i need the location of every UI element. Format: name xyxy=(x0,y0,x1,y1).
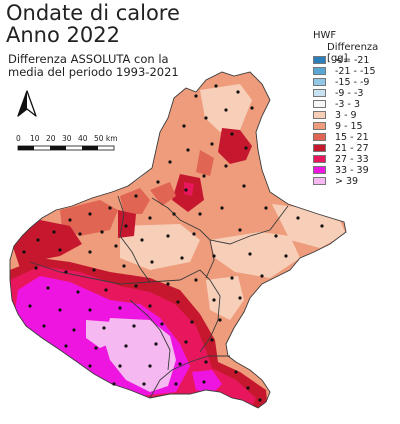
legend-title: HWF xyxy=(313,30,337,41)
scale-tick-20: 20 xyxy=(46,134,56,143)
scale-tick-30: 30 xyxy=(62,134,72,143)
legend-item: 3 - 9 xyxy=(313,109,357,121)
scale-bar xyxy=(17,145,115,151)
legend-label: -9 - -3 xyxy=(335,87,364,99)
legend-label: 33 - 39 xyxy=(335,164,369,176)
legend-label: -15 - -9 xyxy=(335,76,370,88)
legend-label: 27 - 33 xyxy=(335,153,369,165)
legend-item: -21 - -15 xyxy=(313,65,376,77)
legend-item: 21 - 27 xyxy=(313,142,369,154)
legend-label: > 39 xyxy=(335,175,359,187)
scale-tick-40: 40 xyxy=(78,134,88,143)
legend-swatch xyxy=(313,133,326,141)
scale-tick-50: 50 km xyxy=(94,134,118,143)
legend-label: <= -21 xyxy=(335,54,370,66)
legend-subtitle: Differenza [gg] xyxy=(327,42,379,64)
legend-label: 21 - 27 xyxy=(335,142,369,154)
legend-item: <= -21 xyxy=(313,54,370,66)
legend-item: > 39 xyxy=(313,175,359,187)
map-title: Ondate di calore xyxy=(6,1,180,25)
legend-item: 15 - 21 xyxy=(313,131,369,143)
legend-item: 27 - 33 xyxy=(313,153,369,165)
legend-item: 33 - 39 xyxy=(313,164,369,176)
legend-item: 9 - 15 xyxy=(313,120,363,132)
legend-item: -15 - -9 xyxy=(313,76,370,88)
legend-swatch xyxy=(313,177,326,185)
legend-swatch xyxy=(313,111,326,119)
legend-swatch xyxy=(313,67,326,75)
legend-label: 9 - 15 xyxy=(335,120,363,132)
weather-stations xyxy=(22,84,324,402)
legend-item: -9 - -3 xyxy=(313,87,364,99)
legend-label: 3 - 9 xyxy=(335,109,357,121)
legend-swatch xyxy=(313,100,326,108)
legend-label: -3 - 3 xyxy=(335,98,360,110)
legend-swatch xyxy=(313,78,326,86)
north-arrow-icon xyxy=(16,90,38,118)
legend-swatch xyxy=(313,56,326,64)
legend-label: 15 - 21 xyxy=(335,131,369,143)
legend-swatch xyxy=(313,155,326,163)
legend-label: -21 - -15 xyxy=(335,65,376,77)
legend-swatch xyxy=(313,166,326,174)
map-subtitle-line1: Differenza ASSOLUTA con la xyxy=(8,52,169,66)
province-borders xyxy=(9,71,347,409)
legend-item: -3 - 3 xyxy=(313,98,360,110)
legend-swatch xyxy=(313,144,326,152)
scale-tick-10: 10 xyxy=(30,134,40,143)
legend-swatch xyxy=(313,122,326,130)
legend-swatch xyxy=(313,89,326,97)
scale-tick-0: 0 xyxy=(16,134,21,143)
map-title-year: Anno 2022 xyxy=(6,23,120,47)
map-subtitle-line2: media del periodo 1993-2021 xyxy=(8,65,179,79)
